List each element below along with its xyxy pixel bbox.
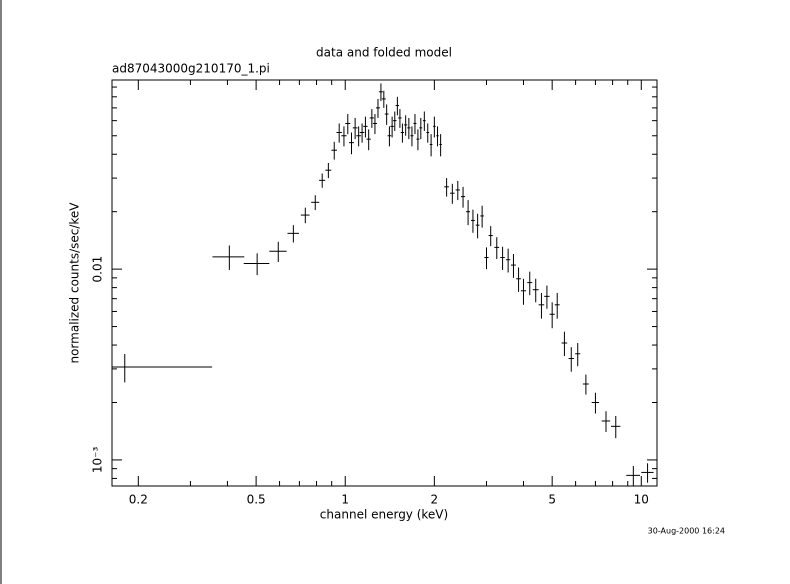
x-tick-label: 0.5 bbox=[247, 493, 266, 507]
chart-title: data and folded model bbox=[316, 46, 452, 60]
plot-frame bbox=[111, 79, 658, 487]
timestamp: 30-Aug-2000 16:24 bbox=[648, 527, 725, 536]
x-tick-label: 10 bbox=[634, 493, 649, 507]
x-tick-label: 5 bbox=[548, 493, 556, 507]
x-tick-label: 1 bbox=[341, 493, 349, 507]
y-tick-label: 0.01 bbox=[91, 256, 105, 283]
chart-subtitle: ad87043000g210170_1.pi bbox=[112, 62, 270, 76]
y-axis-label: normalized counts/sec/keV bbox=[68, 202, 82, 364]
data-layer bbox=[112, 83, 654, 486]
x-axis-label: channel energy (keV) bbox=[320, 508, 448, 522]
x-tick-label: 0.2 bbox=[129, 493, 148, 507]
y-tick-label: 10⁻³ bbox=[91, 447, 105, 474]
x-tick-label: 2 bbox=[431, 493, 439, 507]
